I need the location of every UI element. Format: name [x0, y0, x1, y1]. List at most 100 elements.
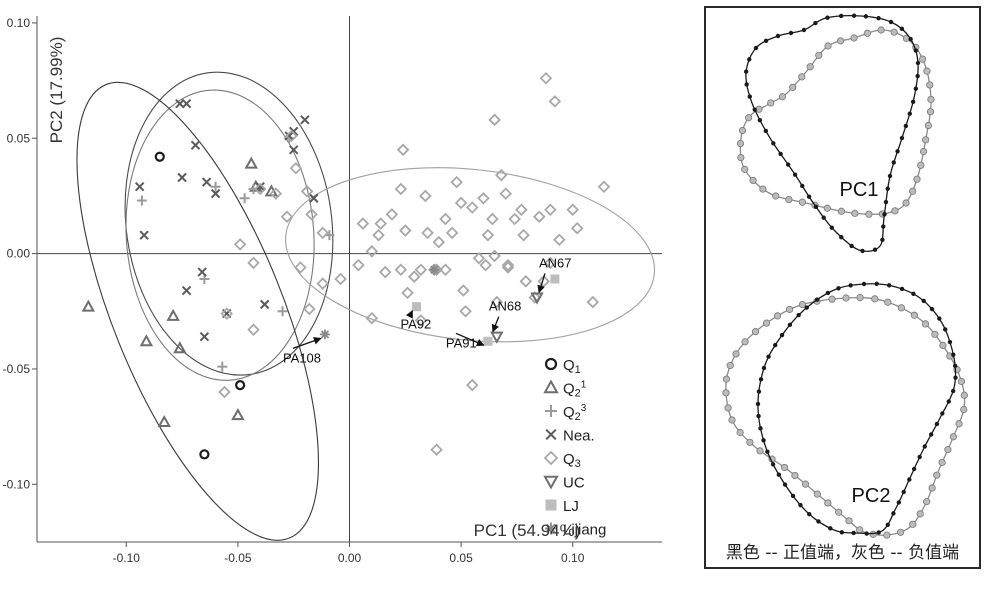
legend-marker: [543, 475, 559, 490]
pc2-grey-dot: [916, 510, 924, 518]
data-point: [414, 314, 428, 327]
pc2-grey-dot: [785, 305, 794, 314]
pc1-black-dot: [806, 194, 812, 199]
data-point: [239, 193, 250, 204]
data-point: [450, 175, 463, 189]
pc2-grey-dot: [845, 517, 853, 525]
data-point: [334, 272, 347, 286]
pc1-black-dot: [872, 247, 878, 252]
pc1-black-dot: [880, 237, 885, 243]
y-tick-label: 0.00: [7, 247, 31, 261]
pc1-black-dot: [788, 30, 794, 36]
pc1-black-line: [745, 15, 919, 252]
pc2-black-dot: [891, 511, 896, 516]
y-tick-label: 0.10: [7, 16, 31, 30]
data-point: [553, 233, 566, 247]
data-point: [201, 177, 212, 187]
pc2-grey-dot: [756, 447, 764, 455]
data-point: [136, 195, 147, 206]
data-point: [139, 230, 149, 240]
data-point: [300, 185, 314, 198]
confidence-ellipse: [285, 167, 656, 343]
pc1-black-dot: [813, 20, 818, 26]
pc1-black-dot: [915, 73, 920, 79]
data-point: [316, 277, 329, 290]
pc1-grey-dot: [837, 207, 846, 215]
pc2-black-dot: [953, 375, 958, 380]
pc1-black-dot: [876, 15, 881, 21]
data-point: [218, 385, 231, 399]
pc2-black-dot: [839, 530, 845, 535]
pc1-grey-dot: [923, 67, 931, 75]
legend-label: Nea.: [563, 428, 595, 445]
pc2-grey-dot: [773, 312, 782, 320]
pc2-black-dot: [950, 388, 956, 394]
data-point: [181, 98, 192, 109]
pc2-grey-dot: [813, 490, 821, 498]
data-point: [253, 182, 267, 196]
pc2-label: PC2: [852, 485, 891, 507]
pc2-black-dot: [773, 342, 778, 348]
pc2-grey-dot: [884, 298, 892, 306]
confidence-ellipse: [124, 71, 334, 376]
pc2-black-dot: [755, 401, 761, 407]
legend-label: Q23: [563, 403, 587, 423]
pc2-black-dot: [756, 413, 761, 419]
pc2-black-dot: [946, 399, 951, 404]
pc1-black-dot: [801, 27, 807, 33]
data-point: [210, 181, 221, 192]
data-point: [269, 187, 283, 200]
pc1-black-dot: [763, 38, 769, 44]
data-point: [247, 256, 260, 270]
data-point: [597, 180, 611, 193]
pc2-grey-dot: [909, 520, 917, 528]
data-point: [414, 263, 428, 277]
data-point: [294, 261, 307, 274]
pc1-black-dot: [908, 36, 913, 42]
data-point: [544, 203, 557, 217]
pc1-label: PC1: [840, 179, 879, 201]
pc1-grey-dot: [772, 192, 780, 200]
pc2-black-dot: [758, 426, 763, 431]
annotation-label: AN67: [539, 255, 572, 270]
pc2-grey-dot: [722, 375, 731, 383]
pc1-grey-dot: [890, 28, 898, 36]
pc2-black-dot: [952, 363, 958, 369]
data-point: [372, 228, 385, 242]
data-point: [190, 140, 201, 150]
data-point: [285, 129, 298, 143]
pc2-black-dot: [947, 339, 953, 345]
pc2-black-dot: [761, 438, 766, 443]
data-point: [454, 196, 468, 210]
data-point: [220, 307, 234, 320]
pc2-black-dot: [816, 519, 821, 524]
data-point: [548, 95, 562, 108]
pc2-black-dot: [770, 462, 776, 467]
pc1-black-dot: [913, 86, 919, 91]
pc2-grey-dot: [824, 499, 832, 507]
panel-caption: 黑色 -- 正值端，灰色 -- 负值端: [725, 543, 960, 563]
data-point: [479, 258, 492, 272]
data-point: [566, 203, 579, 217]
pc2-black-dot: [885, 522, 890, 527]
pc1-grey-dot: [738, 126, 747, 135]
data-point: [550, 274, 560, 284]
data-point: [173, 341, 187, 354]
pc1-grey-dot: [737, 153, 745, 162]
pc2-black-dot: [756, 389, 762, 394]
pc2-grey-dot: [897, 528, 905, 536]
pc1-grey-dot: [785, 195, 793, 204]
x-tick-label: 0.10: [561, 551, 585, 565]
pc2-grey-dot: [722, 389, 730, 397]
pc2-grey-dot: [939, 341, 947, 349]
data-point: [439, 212, 452, 226]
annotations: AN67 AN68 PA91 PA92 PA108: [283, 255, 572, 365]
pc2-grey-dot: [751, 328, 760, 336]
pc1-black-dot: [775, 33, 781, 39]
data-point: [235, 380, 246, 391]
y-tick-label: -0.10: [3, 477, 31, 491]
pc1-black-dot: [915, 60, 921, 66]
data-point: [459, 305, 472, 318]
data-point: [445, 226, 459, 240]
pc1-grey-line: [739, 29, 932, 215]
